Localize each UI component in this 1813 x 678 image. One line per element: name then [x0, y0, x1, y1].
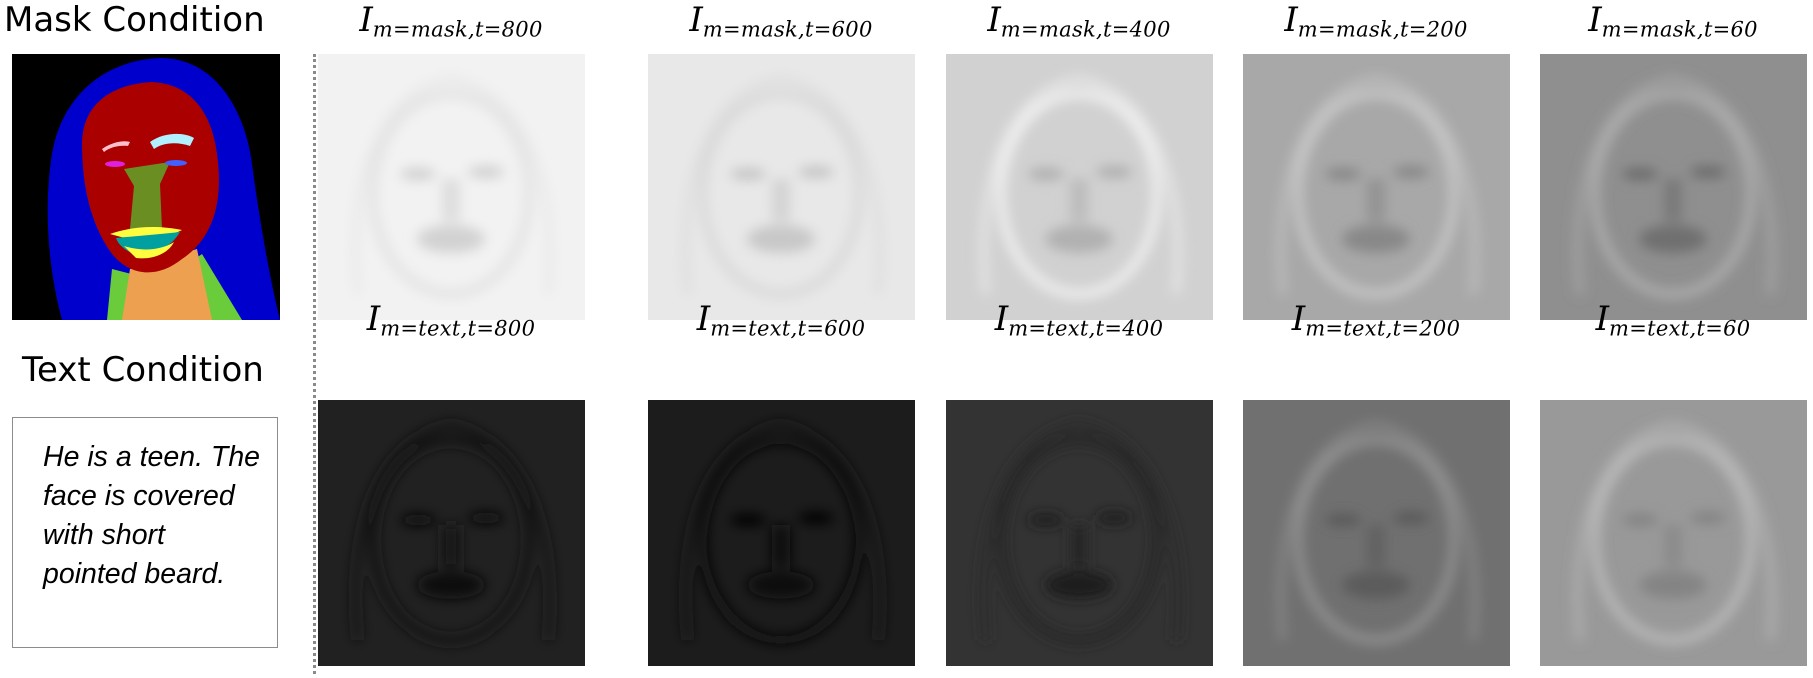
map-label-subscript: m=text,t=600 [710, 316, 866, 341]
text-condition-caption: He is a teen. The face is covered with s… [43, 441, 261, 590]
mask-left-brow [102, 141, 130, 152]
mask-condition-heading: Mask Condition [4, 0, 265, 40]
map-label-mask-0: Im=mask,t=800 [301, 0, 601, 49]
attention-map-text-2 [946, 400, 1213, 666]
map-label-subscript: m=text,t=60 [1609, 316, 1751, 341]
map-label-subscript: m=text,t=400 [1008, 316, 1164, 341]
map-label-subscript: m=text,t=200 [1305, 316, 1461, 341]
map-label-symbol: I [1284, 0, 1298, 40]
attention-map-mask-3 [1243, 54, 1510, 320]
text-condition-heading: Text Condition [22, 350, 264, 390]
map-label-symbol: I [987, 0, 1001, 40]
map-label-subscript: m=text,t=800 [380, 316, 536, 341]
map-label-symbol: I [359, 0, 373, 40]
map-label-mask-3: Im=mask,t=200 [1226, 0, 1526, 49]
attention-map-mask-2 [946, 54, 1213, 320]
mask-lower-lip [124, 242, 174, 259]
mask-upper-lip [110, 227, 182, 240]
map-label-symbol: I [366, 299, 381, 339]
mask-nose [124, 162, 170, 229]
map-label-subscript: m=mask,t=60 [1601, 17, 1758, 42]
attention-map-mask-0 [318, 54, 585, 320]
map-label-subscript: m=mask,t=600 [702, 17, 873, 42]
attention-map-mask-4 [1540, 54, 1807, 320]
mask-right-eye [165, 160, 187, 166]
map-label-symbol: I [1291, 299, 1306, 339]
map-label-subscript: m=mask,t=400 [1000, 17, 1171, 42]
mask-left-eye [105, 161, 125, 167]
map-label-subscript: m=mask,t=200 [1297, 17, 1468, 42]
map-label-symbol: I [1588, 0, 1602, 40]
map-label-mask-2: Im=mask,t=400 [929, 0, 1229, 49]
map-label-symbol: I [689, 0, 703, 40]
map-label-mask-1: Im=mask,t=600 [631, 0, 931, 49]
map-label-symbol: I [696, 299, 711, 339]
map-label-text-2: Im=text,t=400 [929, 299, 1229, 348]
map-label-mask-4: Im=mask,t=60 [1523, 0, 1813, 49]
attention-map-text-1 [648, 400, 915, 666]
attention-map-text-4 [1540, 400, 1807, 666]
map-label-subscript: m=mask,t=800 [372, 17, 543, 42]
attention-map-text-3 [1243, 400, 1510, 666]
map-label-text-4: Im=text,t=60 [1523, 299, 1813, 348]
attention-map-mask-1 [648, 54, 915, 320]
text-condition-box: He is a teen. The face is covered with s… [12, 417, 278, 648]
segmentation-mask-image [12, 54, 280, 320]
attention-map-text-0 [318, 400, 585, 666]
map-label-text-3: Im=text,t=200 [1226, 299, 1526, 348]
map-label-text-0: Im=text,t=800 [301, 299, 601, 348]
vertical-divider [313, 54, 316, 674]
map-label-text-1: Im=text,t=600 [631, 299, 931, 348]
mask-right-brow [150, 133, 194, 149]
map-label-symbol: I [994, 299, 1009, 339]
map-label-symbol: I [1595, 299, 1610, 339]
